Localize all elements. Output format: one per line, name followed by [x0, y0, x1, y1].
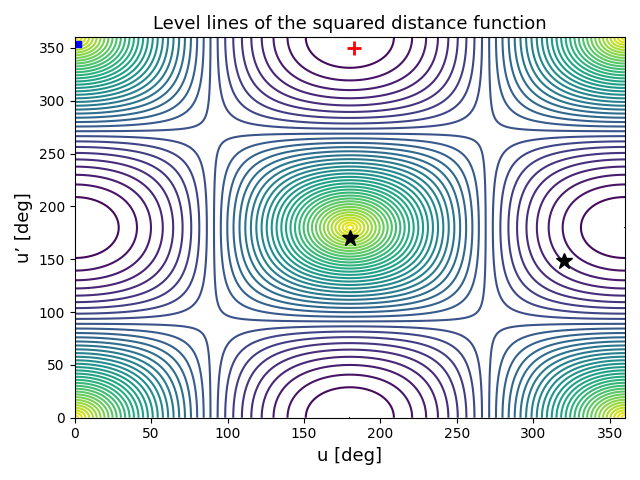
X-axis label: u [deg]: u [deg] [317, 447, 382, 465]
Y-axis label: u’ [deg]: u’ [deg] [15, 192, 33, 263]
Title: Level lines of the squared distance function: Level lines of the squared distance func… [153, 15, 547, 33]
